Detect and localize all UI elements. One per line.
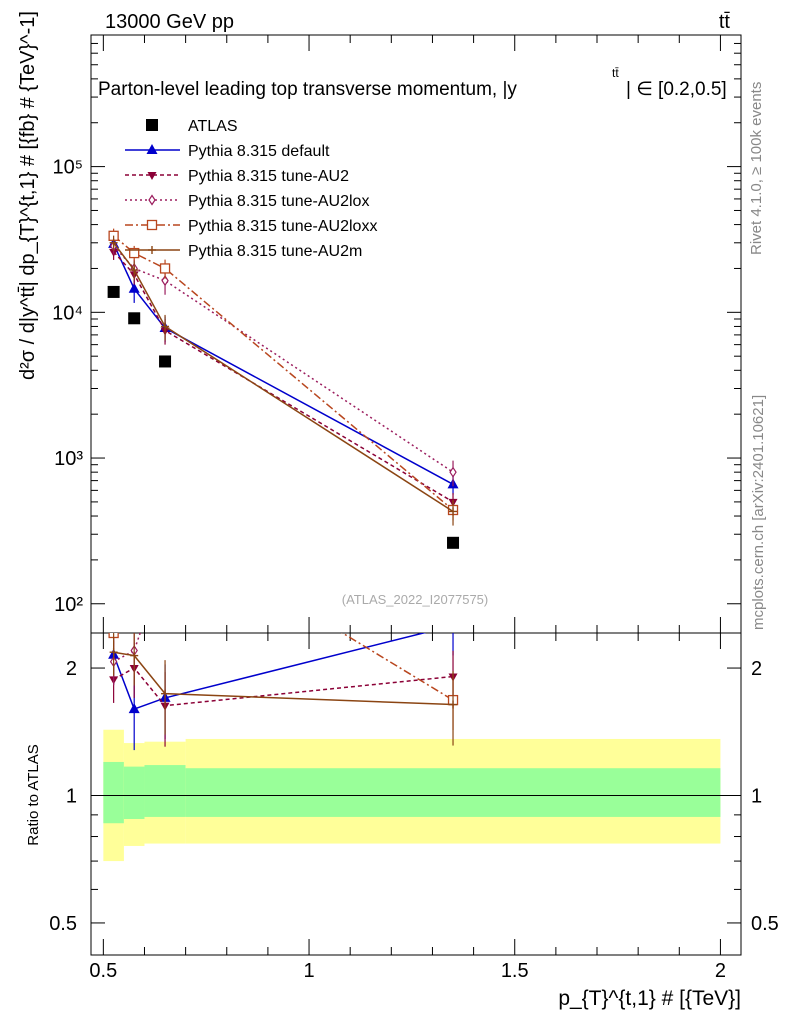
x-tick-label: 2 [715, 960, 726, 982]
series-pythia-8-315-tune-au2m [109, 235, 458, 526]
data-point [128, 282, 140, 293]
rivet-label: Rivet 4.1.0, ≥ 100k events [748, 82, 765, 255]
x-tick-label: 1 [303, 960, 314, 982]
mcplots-label: mcplots.cern.ch [arXiv:2401.10621] [750, 395, 767, 630]
data-point [449, 466, 457, 478]
data-point [448, 620, 459, 630]
data-point [162, 555, 168, 564]
ratio-series-pythia-8-315-default [108, 620, 459, 751]
legend-entry: Pythia 8.315 tune-AU2m [125, 243, 362, 260]
data-point [148, 194, 156, 206]
ratio-uncertainty-bands [91, 729, 741, 862]
plot-title: Parton-level leading top transverse mome… [98, 79, 517, 100]
series-line [112, 243, 454, 485]
y-tick-label: 10² [54, 594, 83, 616]
y-tick-label: 10³ [54, 448, 83, 470]
series-line [113, 235, 454, 511]
legend-label: Pythia 8.315 tune-AU2 [188, 168, 349, 185]
ratio-y-tick-label: 2 [66, 658, 77, 680]
y-tick-label: 10⁴ [52, 302, 83, 324]
data-point [128, 312, 141, 325]
ratio-series-pythia-8-315-tune-au2 [109, 642, 458, 747]
data-point [128, 703, 140, 714]
ratio-y-tick-label: 0.5 [49, 913, 77, 935]
legend-entry: Pythia 8.315 default [125, 143, 330, 160]
x-tick-label: 0.5 [89, 960, 117, 982]
data-point [447, 536, 460, 549]
ratio-y-tick-label-right: 2 [751, 658, 762, 680]
energy-label: 13000 GeV pp [105, 11, 234, 33]
legend-entry: Pythia 8.315 tune-AU2 [125, 168, 349, 185]
process-label: tt̄ [719, 11, 731, 33]
ratio-y-axis-label: Ratio to ATLAS [25, 744, 42, 845]
data-point [159, 355, 172, 368]
data-point [107, 285, 120, 298]
ratio-line [113, 633, 141, 663]
legend-entry: Pythia 8.315 tune-AU2loxx [125, 218, 377, 235]
ratio-series-pythia-8-315-tune-au2loxx [108, 521, 459, 730]
ratio-y-tick-label-right: 0.5 [751, 913, 779, 935]
data-point [161, 275, 169, 287]
ratio-series-pythia-8-315-tune-au2m [109, 633, 458, 746]
inner-band-segment [185, 768, 721, 817]
ratio-plot-frame [90, 632, 742, 956]
legend-label: Pythia 8.315 default [188, 143, 330, 160]
legend-entry: Pythia 8.315 tune-AU2lox [125, 193, 369, 210]
data-point [147, 172, 157, 180]
ratio-line [113, 651, 454, 706]
ratio-y-tick-label: 1 [66, 785, 77, 807]
legend-label: Pythia 8.315 tune-AU2m [188, 243, 362, 260]
series-line [113, 242, 454, 513]
data-point [130, 602, 139, 611]
data-point [146, 144, 158, 154]
legend-label: Pythia 8.315 tune-AU2lox [188, 193, 369, 210]
inner-band-segment [144, 765, 186, 817]
ratio-line [112, 633, 427, 711]
main-y-axis-label: d²σ / d|y^tt̄| dp_{T}^{t,1} # [{fb} # {T… [17, 11, 39, 380]
data-point [161, 521, 170, 530]
plot-title-superscript: tt̄ [612, 66, 619, 80]
data-point [146, 219, 158, 231]
legend: ATLAS Pythia 8.315 default Pythia 8.315 tu… [125, 118, 377, 260]
plot-title-tail: | ∈ [0.2,0.5] [626, 79, 727, 100]
series-line [113, 251, 454, 503]
legend-entry: ATLAS [146, 118, 238, 135]
series-pythia-8-315-tune-au2 [109, 244, 458, 513]
series-atlas [107, 285, 460, 549]
x-axis-label: p_{T}^{t,1} # [{TeV}] [558, 987, 741, 1010]
x-tick-label: 1.5 [501, 960, 529, 982]
series-pythia-8-315-tune-au2loxx [108, 228, 459, 521]
legend-label: ATLAS [188, 118, 238, 135]
inner-band-segment [123, 766, 145, 819]
y-tick-label: 10⁵ [52, 157, 83, 179]
data-point [146, 119, 158, 131]
data-point [129, 247, 140, 259]
inner-band-segment [103, 761, 124, 824]
ratio-y-tick-label-right: 1 [751, 785, 762, 807]
data-point [159, 263, 171, 274]
analysis-watermark: (ATLAS_2022_I2077575) [342, 592, 488, 607]
legend-label: Pythia 8.315 tune-AU2loxx [188, 218, 377, 235]
